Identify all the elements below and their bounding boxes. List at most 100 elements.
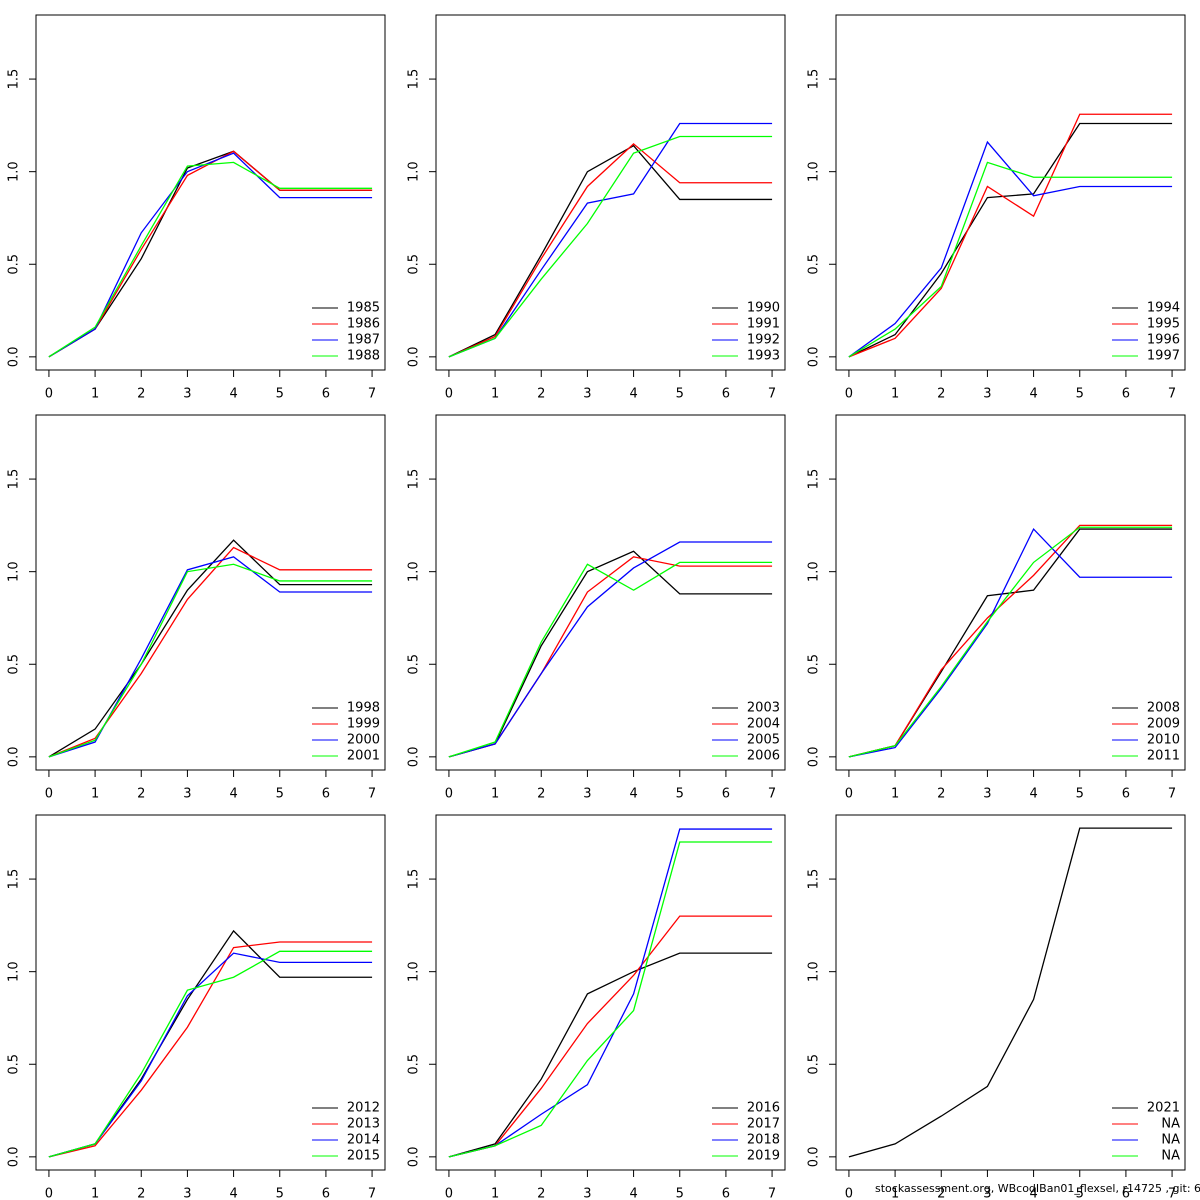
x-tick-label: 5 (1076, 387, 1084, 402)
series-line (848, 140, 1173, 358)
x-tick-label: 5 (276, 1187, 284, 1200)
y-tick-label: 0.0 (807, 747, 822, 768)
plot-frame (435, 14, 786, 371)
legend-label: 2004 (747, 717, 780, 732)
x-tick-label: 3 (183, 787, 191, 802)
x-tick-label: 6 (722, 387, 730, 402)
x-tick-label: 3 (583, 787, 591, 802)
x-tick-label: 1 (91, 1187, 99, 1200)
plot-frame (35, 814, 386, 1171)
x-tick-label: 3 (183, 1187, 191, 1200)
plot-frame (835, 14, 1186, 371)
x-tick-label: 1 (91, 387, 99, 402)
series-line (448, 144, 773, 358)
x-tick-label: 7 (1168, 387, 1176, 402)
x-tick-label: 2 (537, 1187, 545, 1200)
y-tick-label: 0.5 (407, 254, 422, 275)
series-line (848, 122, 1173, 358)
x-tick-label: 1 (891, 1187, 899, 1200)
y-tick-label: 0.0 (7, 747, 22, 768)
y-tick-label: 0.5 (7, 1054, 22, 1075)
x-tick-label: 6 (322, 787, 330, 802)
x-tick-label: 0 (45, 1187, 53, 1200)
plot-frame (35, 414, 386, 771)
y-tick-label: 0.5 (807, 1054, 822, 1075)
legend-label: NA (1161, 1117, 1180, 1132)
legend-label: 2014 (347, 1133, 380, 1148)
x-tick-label: 5 (676, 787, 684, 802)
x-tick-label: 7 (768, 1187, 776, 1200)
legend-label: 2006 (747, 749, 780, 764)
legend-label: 2005 (747, 733, 780, 748)
x-tick-label: 5 (276, 787, 284, 802)
x-tick-label: 3 (983, 1187, 991, 1200)
legend-label: NA (1161, 1133, 1180, 1148)
x-tick-label: 2 (937, 1187, 945, 1200)
x-tick-label: 7 (768, 787, 776, 802)
legend-label: 1985 (347, 301, 380, 316)
x-tick-label: 1 (491, 1187, 499, 1200)
x-tick-label: 2 (937, 387, 945, 402)
y-tick-label: 0.5 (807, 254, 822, 275)
plot-frame (435, 814, 786, 1171)
x-tick-label: 6 (722, 1187, 730, 1200)
x-tick-label: 4 (229, 787, 237, 802)
y-tick-label: 0.5 (807, 654, 822, 675)
x-tick-label: 5 (276, 387, 284, 402)
series-line (848, 113, 1173, 358)
legend-label: 1990 (747, 301, 780, 316)
series-line (48, 941, 373, 1158)
y-tick-label: 0.5 (7, 254, 22, 275)
x-tick-label: 2 (137, 387, 145, 402)
y-tick-label: 0.0 (807, 347, 822, 368)
x-tick-label: 6 (1122, 387, 1130, 402)
y-tick-label: 1.0 (807, 961, 822, 982)
y-tick-label: 0.0 (7, 1147, 22, 1168)
x-tick-label: 0 (445, 1187, 453, 1200)
legend-label: 1987 (347, 333, 380, 348)
x-tick-label: 7 (768, 387, 776, 402)
legend-label: 2003 (747, 701, 780, 716)
legend-label: NA (1161, 1149, 1180, 1164)
legend-label: 1998 (347, 701, 380, 716)
x-tick-label: 2 (137, 787, 145, 802)
x-tick-label: 2 (537, 787, 545, 802)
footer: stockassessment.org, WBcodIBan01_flexsel… (875, 1182, 1200, 1195)
y-tick-label: 0.5 (407, 1054, 422, 1075)
x-tick-label: 1 (491, 787, 499, 802)
x-tick-label: 4 (629, 787, 637, 802)
legend-label: 2010 (1147, 733, 1180, 748)
x-tick-label: 3 (983, 787, 991, 802)
x-tick-label: 7 (368, 1187, 376, 1200)
y-tick-label: 1.0 (407, 561, 422, 582)
x-tick-label: 1 (491, 387, 499, 402)
legend-label: 1988 (347, 349, 380, 364)
series-line (48, 539, 373, 758)
y-tick-label: 1.0 (407, 161, 422, 182)
x-tick-label: 7 (1168, 787, 1176, 802)
legend-label: 2012 (347, 1101, 380, 1116)
series-line (48, 563, 373, 758)
y-tick-label: 0.0 (407, 347, 422, 368)
plot-frame (435, 414, 786, 771)
legend-label: 2017 (747, 1117, 780, 1132)
y-tick-label: 1.5 (7, 69, 22, 90)
series-line (448, 561, 773, 758)
y-tick-label: 1.0 (7, 161, 22, 182)
series-line (448, 828, 773, 1158)
series-line (448, 952, 773, 1158)
legend-label: 1996 (1147, 333, 1180, 348)
series-line (448, 135, 773, 358)
x-tick-label: 6 (322, 1187, 330, 1200)
y-tick-label: 1.5 (407, 469, 422, 490)
x-tick-label: 2 (537, 387, 545, 402)
series-line (448, 143, 773, 358)
x-tick-label: 3 (583, 1187, 591, 1200)
x-tick-label: 0 (845, 787, 853, 802)
y-tick-label: 0.5 (7, 654, 22, 675)
y-tick-label: 1.5 (807, 469, 822, 490)
x-tick-label: 6 (1122, 1187, 1130, 1200)
legend-label: 1994 (1147, 301, 1180, 316)
